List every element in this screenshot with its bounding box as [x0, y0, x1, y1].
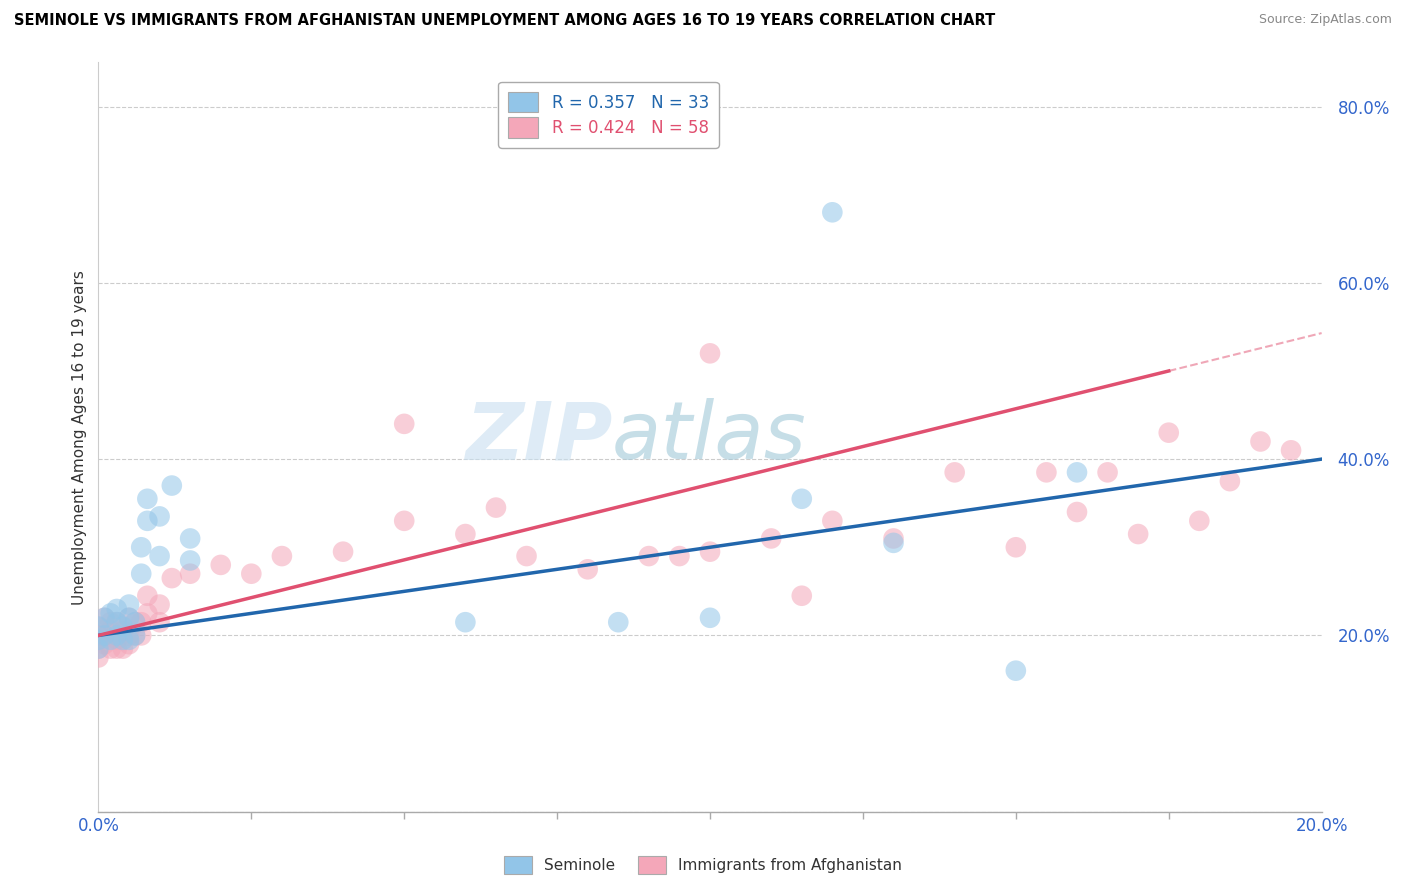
Point	[111, 624, 134, 638]
Point	[136, 491, 159, 506]
Point	[87, 619, 110, 633]
Point	[93, 637, 115, 651]
Point	[392, 514, 416, 528]
Point	[93, 611, 115, 625]
Point	[668, 549, 690, 563]
Point	[1004, 541, 1026, 555]
Point	[111, 619, 134, 633]
Point	[1128, 527, 1150, 541]
Point	[118, 628, 141, 642]
Point	[100, 607, 122, 621]
Point	[118, 598, 141, 612]
Point	[392, 417, 416, 431]
Legend: R = 0.357   N = 33, R = 0.424   N = 58: R = 0.357 N = 33, R = 0.424 N = 58	[498, 82, 718, 148]
Point	[87, 632, 110, 647]
Text: ZIP: ZIP	[465, 398, 612, 476]
Point	[1219, 474, 1241, 488]
Point	[179, 566, 201, 581]
Point	[576, 562, 599, 576]
Point	[179, 532, 201, 546]
Point	[454, 615, 477, 630]
Point	[160, 478, 183, 492]
Point	[100, 624, 122, 638]
Text: atlas: atlas	[612, 398, 807, 476]
Point	[883, 536, 905, 550]
Point	[454, 527, 477, 541]
Point	[105, 628, 128, 642]
Point	[100, 632, 122, 647]
Point	[105, 641, 128, 656]
Point	[124, 628, 146, 642]
Point	[1066, 466, 1088, 480]
Point	[485, 500, 508, 515]
Point	[179, 553, 201, 567]
Point	[821, 205, 844, 219]
Point	[1157, 425, 1180, 440]
Point	[118, 611, 141, 625]
Point	[149, 615, 172, 630]
Text: SEMINOLE VS IMMIGRANTS FROM AFGHANISTAN UNEMPLOYMENT AMONG AGES 16 TO 19 YEARS C: SEMINOLE VS IMMIGRANTS FROM AFGHANISTAN …	[14, 13, 995, 29]
Point	[129, 628, 152, 642]
Point	[1097, 466, 1119, 480]
Point	[149, 509, 172, 524]
Point	[87, 650, 110, 665]
Point	[607, 615, 630, 630]
Point	[87, 632, 110, 647]
Point	[118, 637, 141, 651]
Y-axis label: Unemployment Among Ages 16 to 19 years: Unemployment Among Ages 16 to 19 years	[72, 269, 87, 605]
Point	[87, 641, 110, 656]
Point	[1188, 514, 1211, 528]
Point	[87, 619, 110, 633]
Point	[100, 615, 122, 630]
Point	[129, 615, 152, 630]
Point	[759, 532, 782, 546]
Point	[240, 566, 263, 581]
Point	[699, 346, 721, 360]
Legend: Seminole, Immigrants from Afghanistan: Seminole, Immigrants from Afghanistan	[498, 850, 908, 880]
Point	[105, 615, 128, 630]
Point	[93, 611, 115, 625]
Point	[93, 628, 115, 642]
Point	[699, 611, 721, 625]
Point	[136, 514, 159, 528]
Point	[118, 611, 141, 625]
Point	[516, 549, 538, 563]
Point	[149, 598, 172, 612]
Point	[821, 514, 844, 528]
Point	[124, 628, 146, 642]
Point	[111, 632, 134, 647]
Point	[160, 571, 183, 585]
Point	[136, 607, 159, 621]
Point	[105, 632, 128, 647]
Point	[209, 558, 232, 572]
Point	[87, 641, 110, 656]
Point	[790, 589, 813, 603]
Point	[111, 641, 134, 656]
Point	[1035, 466, 1057, 480]
Point	[790, 491, 813, 506]
Point	[149, 549, 172, 563]
Point	[129, 566, 152, 581]
Point	[100, 641, 122, 656]
Point	[87, 628, 110, 642]
Point	[118, 632, 141, 647]
Point	[129, 541, 152, 555]
Text: Source: ZipAtlas.com: Source: ZipAtlas.com	[1258, 13, 1392, 27]
Point	[136, 589, 159, 603]
Point	[943, 466, 966, 480]
Point	[332, 544, 354, 558]
Point	[93, 628, 115, 642]
Point	[1279, 443, 1302, 458]
Point	[105, 615, 128, 630]
Point	[1004, 664, 1026, 678]
Point	[637, 549, 661, 563]
Point	[105, 602, 128, 616]
Point	[883, 532, 905, 546]
Point	[270, 549, 292, 563]
Point	[124, 615, 146, 630]
Point	[1066, 505, 1088, 519]
Point	[699, 544, 721, 558]
Point	[124, 615, 146, 630]
Point	[1249, 434, 1271, 449]
